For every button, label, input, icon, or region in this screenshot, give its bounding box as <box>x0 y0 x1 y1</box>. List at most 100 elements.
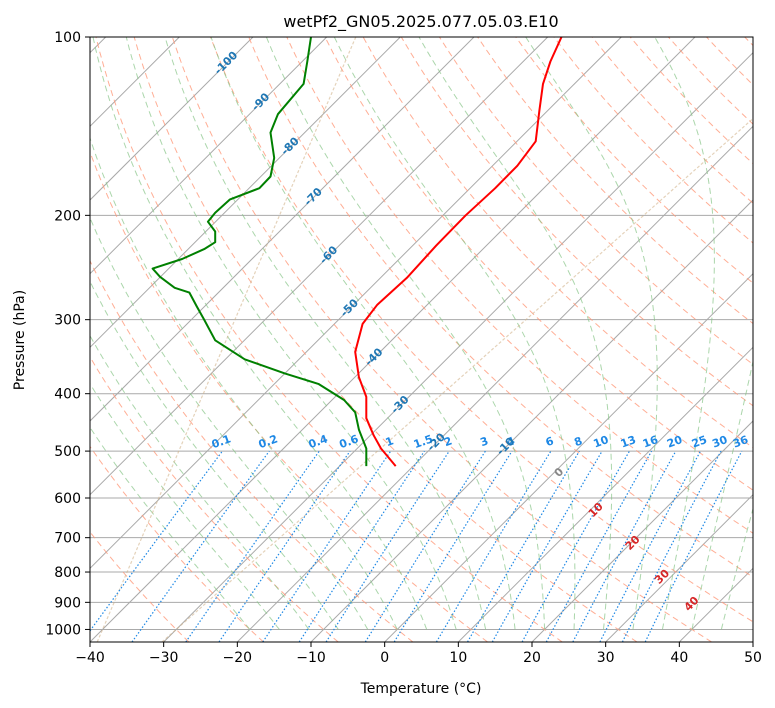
dry-adiabat-line <box>591 37 753 204</box>
y-tick-label: 900 <box>54 595 81 611</box>
y-tick-label: 1000 <box>45 622 81 638</box>
moist-adiabat-line <box>90 216 369 630</box>
mixing-ratio-line <box>218 450 351 642</box>
dry-adiabat-label: -40 <box>362 345 385 368</box>
y-tick-label: 500 <box>54 444 81 460</box>
moist-adiabat-line <box>90 280 339 630</box>
moist-adiabat-line <box>333 37 576 630</box>
moist-adiabat-line <box>90 426 251 630</box>
y-tick-label: 400 <box>54 387 81 403</box>
isotherm-gridline <box>531 420 753 642</box>
mixing-ratio-line <box>393 450 513 642</box>
mixing-ratio-line <box>298 450 425 642</box>
mixing-ratio-line <box>262 450 392 642</box>
mixing-ratio-line <box>644 450 743 642</box>
isotherm-gridline <box>90 37 401 349</box>
isotherm-gridline <box>90 37 622 570</box>
dry-adiabat-label: -30 <box>388 393 411 416</box>
mixing-ratio-label: 0.2 <box>257 432 280 451</box>
dry-adiabat-line <box>90 355 339 642</box>
dry-adiabat-line <box>95 37 563 642</box>
mixing-ratio-label: 20 <box>665 433 684 451</box>
x-tick-label: 30 <box>597 650 615 666</box>
chart-title: wetPf2_GN05.2025.077.05.03.E10 <box>283 12 558 32</box>
mixing-ratio-label: 1 <box>384 434 396 449</box>
y-tick-label: 200 <box>54 208 81 224</box>
mixing-ratio-label: 6 <box>544 434 556 449</box>
moist-adiabat-line <box>418 37 613 630</box>
moist-adiabat-line <box>654 37 715 630</box>
lcl-curve <box>161 117 753 642</box>
plot-series <box>151 37 563 467</box>
mixing-ratio-label: 10 <box>592 433 611 451</box>
moist-adiabat-line <box>720 507 753 630</box>
mixing-ratio-line <box>131 450 270 642</box>
y-axis: 100 200 300 400 500 600 700 800 900 1000 <box>45 30 90 638</box>
x-tick-label: −30 <box>149 650 179 666</box>
x-tick-label: 0 <box>380 650 389 666</box>
mixing-ratio-label: 30 <box>710 433 729 451</box>
isotherm-gridline <box>752 641 753 642</box>
mixing-ratio-line <box>185 450 320 642</box>
isotherm-gridline <box>90 37 549 496</box>
y-tick-label: 100 <box>54 30 81 46</box>
isotherm-gridline <box>678 567 753 642</box>
dry-adiabat-label: -70 <box>302 185 325 208</box>
dry-adiabat-line <box>668 37 753 125</box>
dry-adiabat-line <box>90 445 264 642</box>
moist-adiabat-label: 20 <box>623 533 643 553</box>
moist-adiabat-line <box>164 37 487 630</box>
dry-adiabat-line <box>133 37 638 642</box>
dry-adiabat-label: -100 <box>212 48 241 77</box>
x-tick-label: −40 <box>75 650 105 666</box>
moist-adiabat-line <box>125 37 457 630</box>
isotherm-gridline <box>90 37 696 642</box>
isotherm-gridline <box>90 37 475 422</box>
mixing-ratio-line <box>90 450 223 632</box>
moist-adiabat-line <box>92 37 428 630</box>
mixing-ratio-label: 36 <box>731 433 750 451</box>
mixing-ratio-label: 16 <box>641 433 660 451</box>
isotherm-gridline <box>90 37 328 275</box>
moist-adiabat-line <box>210 37 516 630</box>
y-tick-label: 300 <box>54 313 81 329</box>
moist-adiabat-line <box>265 37 546 630</box>
lcl-curve <box>96 37 357 642</box>
x-axis: −40 −30 −20 −10 0 10 20 30 40 50 <box>75 642 762 666</box>
x-tick-label: 40 <box>670 650 688 666</box>
x-tick-label: 20 <box>523 650 541 666</box>
plot-annotations: 0.1 0.2 0.4 0.6 1 1.5 2 3 4 6 8 10 13 16 20 25 30 36-100-… <box>210 48 750 613</box>
moist-adiabat-line <box>691 358 753 630</box>
plot-frame <box>89 36 754 643</box>
dry-adiabat-line <box>706 37 753 86</box>
mixing-ratio-label: 0.1 <box>210 432 233 451</box>
mixing-ratio-line <box>572 450 677 642</box>
mixing-ratio-line <box>521 450 631 642</box>
dry-adiabat-label: -10 <box>494 435 517 458</box>
y-tick-label: 600 <box>54 491 81 507</box>
dry-adiabat-line <box>210 37 753 623</box>
isotherm-gridline <box>163 51 753 642</box>
mixing-ratio-line <box>325 450 450 642</box>
mixing-ratio-line <box>364 450 486 642</box>
mixing-ratio-label: 1.5 <box>412 432 435 451</box>
mixing-ratio-label: 2 <box>442 434 454 449</box>
dry-adiabat-line <box>362 37 753 449</box>
x-tick-label: 10 <box>449 650 467 666</box>
dry-adiabat-line <box>744 37 753 47</box>
y-tick-label: 700 <box>54 531 81 547</box>
x-tick-label: −10 <box>296 650 326 666</box>
dry-adiabat-line <box>629 37 753 165</box>
dry-adiabat-line <box>477 37 753 325</box>
dry-adiabat-line <box>324 37 753 491</box>
y-tick-label: 800 <box>54 565 81 581</box>
dry-adiabat-label: -90 <box>249 90 272 113</box>
mixing-ratio-label: 8 <box>572 434 584 449</box>
mixing-ratio-line <box>491 450 603 642</box>
mixing-ratio-line <box>599 450 702 642</box>
mixing-ratio-label: 0.6 <box>338 432 361 451</box>
dry-adiabat-label: -60 <box>317 243 340 266</box>
mixing-ratio-label: 3 <box>478 434 490 449</box>
y-axis-label: Pressure (hPa) <box>12 290 28 390</box>
